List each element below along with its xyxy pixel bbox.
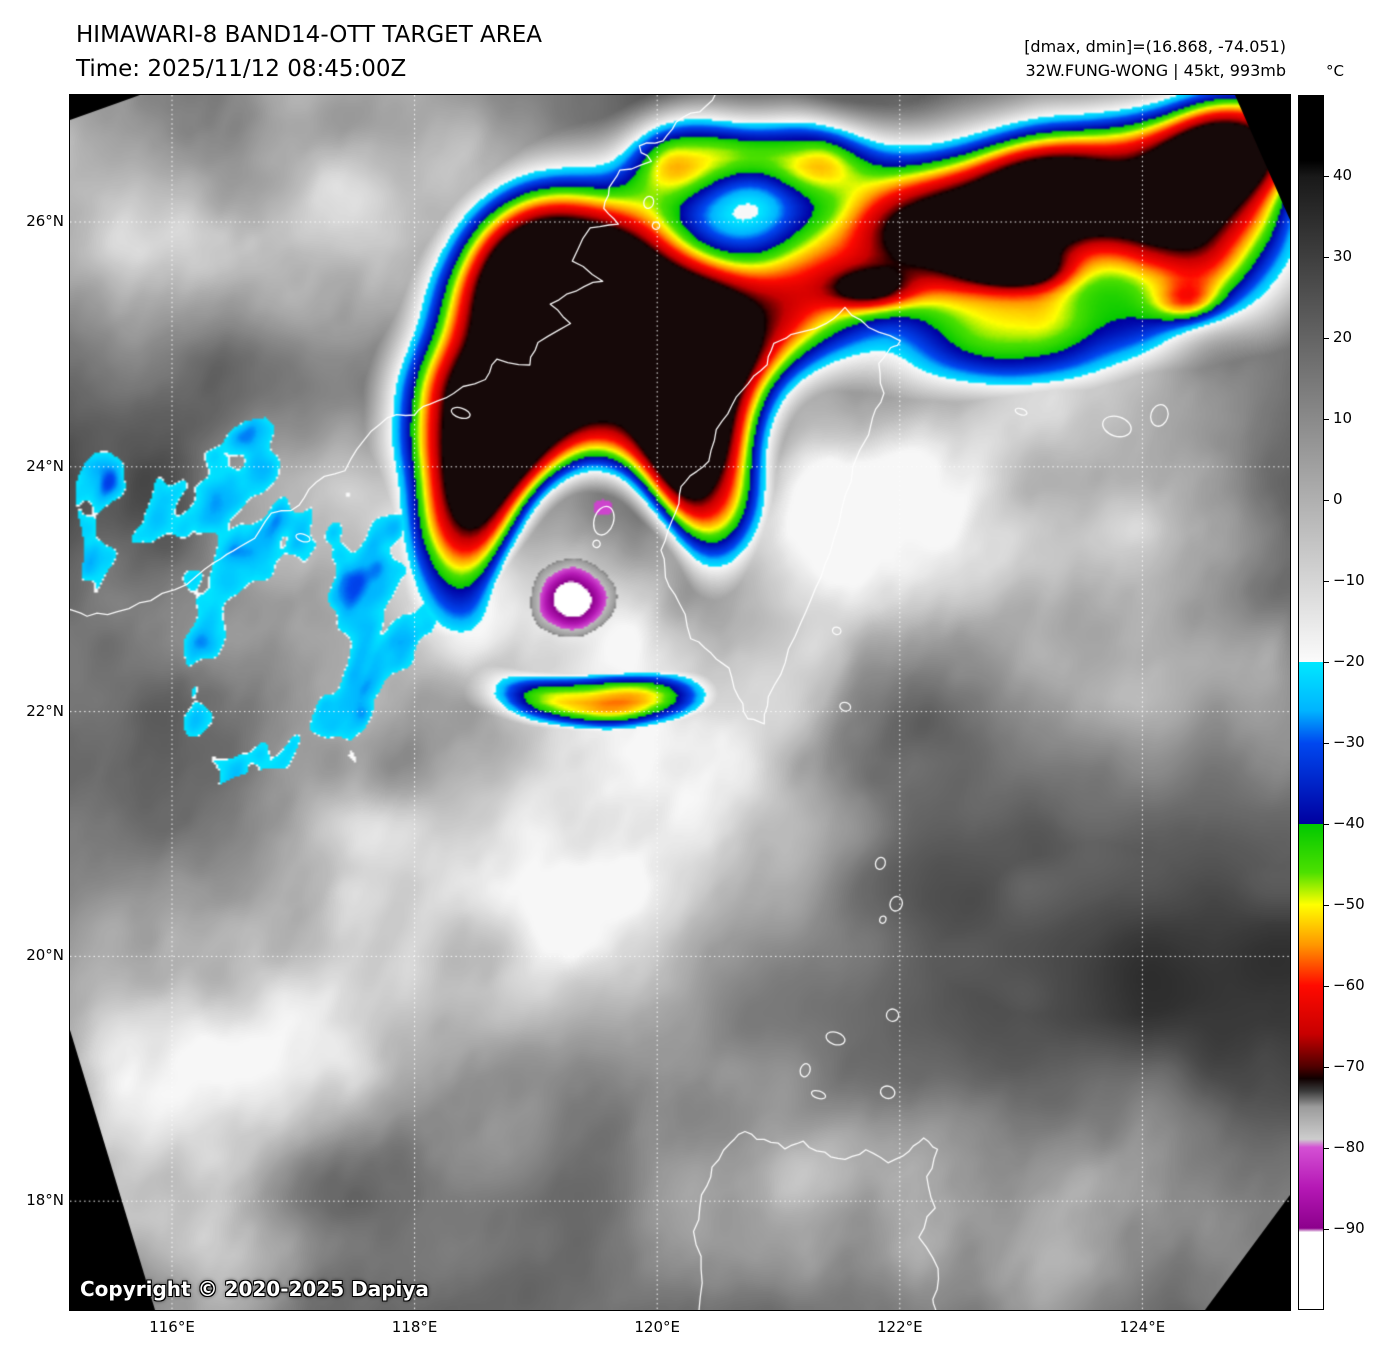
lat-tick-label: 22°N bbox=[26, 701, 64, 720]
colorbar-tick-label: 10 bbox=[1333, 409, 1353, 427]
colorbar-tick-label: −50 bbox=[1333, 895, 1365, 913]
storm-info-label: 32W.FUNG-WONG | 45kt, 993mb bbox=[1025, 61, 1286, 80]
satellite-image-canvas bbox=[70, 95, 1290, 1310]
lon-tick-label: 118°E bbox=[391, 1318, 438, 1336]
copyright-label: Copyright © 2020-2025 Dapiya bbox=[80, 1277, 429, 1301]
lon-tick-label: 124°E bbox=[1119, 1318, 1166, 1336]
colorbar-tick-label: −60 bbox=[1333, 976, 1365, 994]
colorbar-tick-mark bbox=[1324, 662, 1329, 663]
image-title: HIMAWARI-8 BAND14-OTT TARGET AREA bbox=[76, 22, 543, 48]
colorbar-tick-label: −30 bbox=[1333, 733, 1365, 751]
colorbar-tick-mark bbox=[1324, 1148, 1329, 1149]
header-left: HIMAWARI-8 BAND14-OTT TARGET AREA Time: … bbox=[76, 18, 542, 86]
colorbar-unit-label: °C bbox=[1326, 62, 1344, 80]
lat-tick-label: 24°N bbox=[26, 456, 64, 475]
colorbar-tick-label: 20 bbox=[1333, 328, 1353, 346]
lat-tick-label: 26°N bbox=[26, 212, 64, 230]
colorbar-tick-mark bbox=[1324, 338, 1329, 339]
colorbar-tick-mark bbox=[1324, 581, 1329, 582]
colorbar-tick-mark bbox=[1324, 176, 1329, 177]
colorbar-tick-label: −40 bbox=[1333, 814, 1365, 832]
colorbar-tick-label: 30 bbox=[1333, 247, 1353, 265]
colorbar-tick-mark bbox=[1324, 905, 1329, 906]
satellite-map: Copyright © 2020-2025 Dapiya bbox=[69, 94, 1291, 1311]
dmax-dmin-label: [dmax, dmin]=(16.868, -74.051) bbox=[1024, 37, 1286, 56]
colorbar-tick-mark bbox=[1324, 743, 1329, 744]
colorbar-tick-mark bbox=[1324, 1229, 1329, 1230]
colorbar-tick-label: −80 bbox=[1333, 1138, 1365, 1156]
colorbar-tick-label: −20 bbox=[1333, 652, 1365, 670]
lon-tick-label: 120°E bbox=[634, 1318, 680, 1336]
colorbar-tick-label: −90 bbox=[1333, 1219, 1365, 1237]
colorbar-tick-label: −10 bbox=[1333, 571, 1365, 589]
colorbar-tick-mark bbox=[1324, 419, 1329, 420]
lon-tick-label: 122°E bbox=[876, 1318, 923, 1336]
lat-tick-label: 18°N bbox=[26, 1191, 64, 1210]
lat-tick-label: 20°N bbox=[26, 946, 64, 965]
colorbar-tick-mark bbox=[1324, 1067, 1329, 1068]
lon-tick-label: 116°E bbox=[149, 1318, 195, 1336]
colorbar-tick-mark bbox=[1324, 500, 1329, 501]
colorbar-tick-mark bbox=[1324, 986, 1329, 987]
temperature-colorbar bbox=[1298, 95, 1324, 1310]
colorbar-tick-mark bbox=[1324, 257, 1329, 258]
image-time-label: Time: 2025/11/12 08:45:00Z bbox=[76, 56, 407, 82]
colorbar-tick-mark bbox=[1324, 824, 1329, 825]
colorbar-tick-label: 0 bbox=[1333, 490, 1343, 508]
colorbar-tick-label: −70 bbox=[1333, 1057, 1365, 1075]
header-right: [dmax, dmin]=(16.868, -74.051) 32W.FUNG-… bbox=[1024, 35, 1286, 83]
colorbar-tick-label: 40 bbox=[1333, 166, 1353, 184]
